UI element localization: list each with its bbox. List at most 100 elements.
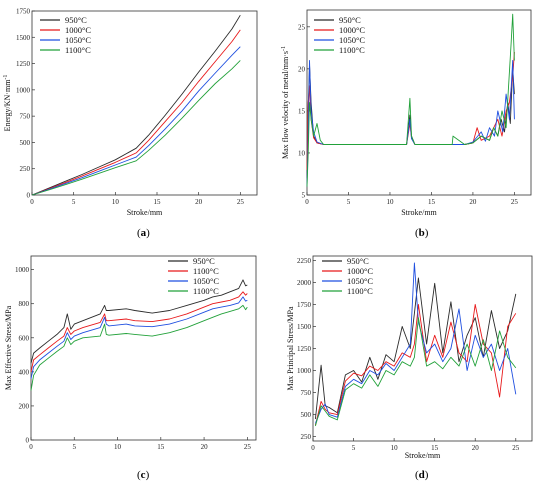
panel-label-letter: d [419, 469, 425, 481]
x-tick-label: 10 [112, 198, 120, 206]
series-line-2 [314, 262, 517, 424]
x-tick-label: 25 [511, 198, 519, 206]
y-tick-label: 1750 [16, 8, 31, 16]
y-tick-label: 2250 [297, 257, 312, 265]
y-tick-label: 750 [301, 389, 312, 397]
legend-label-3: 1100°C [339, 45, 365, 55]
y-tick-label: 250 [20, 165, 31, 173]
x-tick-label: 15 [157, 443, 165, 451]
chart-panel-c: 0 5 10 15 20 25 0 200 400 600 800 1000 Max Effective… [4, 255, 257, 481]
legend-label-3: 1100°C [193, 286, 219, 296]
legend-label-1: 1100°C [193, 266, 219, 276]
series-line-3 [30, 304, 248, 391]
x-tick-label: 5 [347, 198, 351, 206]
x-tick-label: 15 [431, 444, 439, 452]
x-tick-label: 0 [311, 444, 315, 452]
x-tick-label: 5 [72, 198, 76, 206]
y-axis-title-superscript: -1 [3, 75, 9, 80]
x-tick-label: 0 [30, 198, 34, 206]
legend-label-0: 950°C [65, 15, 87, 25]
series-line-0 [30, 279, 248, 364]
x-tick-label: 20 [195, 198, 203, 206]
y-tick-label: 1500 [297, 323, 312, 331]
legend-label-1: 1000°C [347, 266, 373, 276]
y-axis-title-superscript: -1 [281, 46, 287, 51]
x-axis-title: Stroke/mm [401, 208, 437, 217]
x-tick-label: 0 [29, 443, 33, 451]
series-line-1 [314, 304, 517, 426]
y-tick-label: 400 [19, 368, 30, 376]
legend-label-3: 1100°C [65, 45, 91, 55]
y-tick-label: 5 [302, 192, 306, 200]
y-tick-label: 25 [298, 23, 306, 31]
panel-label-letter: c [141, 469, 146, 481]
panel-label: (d) [415, 469, 429, 481]
x-axis-title: Stroke/mm [405, 451, 441, 460]
legend-label-0: 950°C [347, 256, 369, 266]
legend-label-2: 1050°C [347, 276, 373, 286]
plot-frame [306, 9, 532, 196]
y-tick-label: 1750 [297, 301, 312, 309]
panel-label: (b) [415, 227, 429, 239]
y-tick-label: 15 [298, 107, 306, 115]
y-tick-label: 2000 [297, 279, 312, 287]
y-axis-title: Max Principal Stress/MPa [286, 306, 295, 390]
chart-panel-d: 0 5 10 15 20 25 250 500 750 1000 1250 1500 1750 2000 2… [286, 255, 533, 481]
series-line-1 [30, 291, 248, 372]
series-line-3 [306, 13, 515, 187]
x-tick-label: 10 [386, 198, 394, 206]
x-tick-label: 15 [154, 198, 162, 206]
legend-label-1: 1000°C [339, 25, 365, 35]
legend-label-0: 950°C [339, 15, 361, 25]
x-tick-label: 10 [391, 444, 399, 452]
legend-label-3: 1100°C [347, 286, 373, 296]
x-axis-title: Stroke/mm [127, 208, 163, 217]
y-axis-title: Max flow velocity of metal/mm·s-1 [281, 46, 290, 159]
y-tick-label: 10 [298, 149, 306, 157]
y-tick-label: 1000 [16, 86, 31, 94]
panel-label: (a) [137, 227, 150, 239]
y-tick-label: 1000 [297, 367, 312, 375]
y-tick-label: 500 [301, 411, 312, 419]
y-tick-label: 1000 [15, 266, 30, 274]
y-tick-label: 600 [19, 334, 30, 342]
plot-frame [30, 255, 257, 441]
x-tick-label: 20 [469, 198, 477, 206]
legend-label-2: 1050°C [65, 35, 91, 45]
chart-panel-a: 0 5 10 15 20 2502505007501000125015001750Stro… [3, 8, 258, 239]
y-tick-label: 20 [298, 65, 306, 73]
panel-label-letter: a [141, 227, 147, 239]
y-tick-label: 1500 [16, 34, 31, 42]
x-tick-label: 5 [73, 443, 77, 451]
x-tick-label: 15 [428, 198, 436, 206]
y-axis-title: Max Effective Stress/MPa [4, 305, 13, 390]
series-line-2 [31, 46, 241, 196]
x-tick-label: 10 [114, 443, 122, 451]
x-tick-label: 0 [305, 198, 309, 206]
panel-label-letter: b [419, 227, 425, 239]
legend-label-2: 1050°C [193, 276, 219, 286]
series-line-2 [30, 296, 248, 379]
x-tick-label: 5 [352, 444, 356, 452]
x-tick-label: 25 [512, 444, 520, 452]
y-tick-label: 800 [19, 300, 30, 308]
x-tick-label: 20 [201, 443, 209, 451]
y-tick-label: 1250 [297, 345, 312, 353]
series-line-1 [31, 29, 241, 196]
plot-frame [31, 10, 258, 196]
y-tick-label: 0 [27, 192, 31, 200]
legend-label-1: 1000°C [65, 25, 91, 35]
y-tick-label: 0 [26, 437, 30, 445]
panel-label: (c) [137, 469, 150, 481]
series-line-0 [31, 14, 241, 196]
series-line-0 [314, 277, 517, 420]
x-tick-label: 20 [472, 444, 480, 452]
y-tick-label: 250 [301, 433, 312, 441]
y-tick-label: 200 [19, 402, 30, 410]
series-line-3 [314, 317, 517, 427]
y-tick-label: 1250 [16, 60, 31, 68]
y-tick-label: 750 [20, 113, 31, 121]
x-tick-label: 25 [244, 443, 252, 451]
